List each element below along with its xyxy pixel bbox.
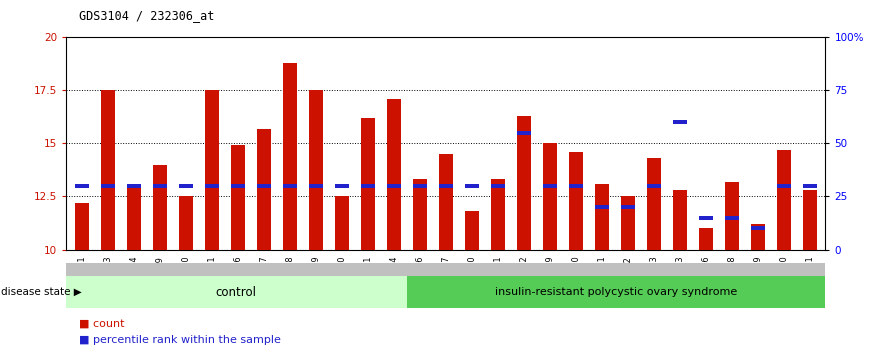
Bar (308, 184, 323, 188)
Bar (777, 150, 791, 250)
Bar (464, 211, 479, 250)
Bar (152, 165, 167, 250)
Text: insulin-resistant polycystic ovary syndrome: insulin-resistant polycystic ovary syndr… (495, 287, 737, 297)
Bar (595, 184, 609, 250)
Bar (803, 184, 817, 188)
Bar (777, 184, 791, 188)
Bar (100, 184, 115, 188)
Bar (283, 184, 297, 188)
Bar (803, 190, 817, 250)
Bar (256, 129, 270, 250)
Bar (256, 184, 270, 188)
Text: GDS3104 / 232306_at: GDS3104 / 232306_at (79, 9, 215, 22)
Bar (127, 184, 141, 188)
Bar (673, 190, 687, 250)
Bar (439, 154, 453, 250)
Bar (204, 184, 218, 188)
Bar (152, 184, 167, 188)
Bar (360, 184, 375, 188)
Bar (75, 203, 89, 250)
Bar (283, 63, 297, 250)
Bar (543, 143, 557, 250)
Bar (621, 196, 635, 250)
Bar (412, 184, 427, 188)
Bar (595, 205, 609, 209)
Bar (491, 184, 505, 188)
Bar (127, 184, 141, 250)
Bar (75, 184, 89, 188)
Bar (335, 196, 349, 250)
Bar (387, 99, 401, 250)
Bar (204, 90, 218, 250)
Bar (725, 216, 739, 219)
Bar (231, 145, 245, 250)
Bar (751, 224, 765, 250)
Bar (308, 90, 323, 250)
Bar (621, 205, 635, 209)
Bar (100, 90, 115, 250)
Bar (751, 227, 765, 230)
Bar (439, 184, 453, 188)
Bar (516, 131, 531, 135)
Bar (335, 184, 349, 188)
Bar (516, 116, 531, 250)
Bar (464, 184, 479, 188)
Bar (568, 184, 583, 188)
Bar (231, 184, 245, 188)
Bar (360, 118, 375, 250)
Text: control: control (216, 286, 256, 298)
Bar (647, 184, 661, 188)
Bar (725, 182, 739, 250)
Bar (179, 184, 193, 188)
Bar (699, 228, 713, 250)
Bar (66, 276, 406, 308)
Bar (543, 184, 557, 188)
Bar (673, 120, 687, 124)
Bar (491, 179, 505, 250)
Text: disease state ▶: disease state ▶ (1, 287, 82, 297)
Bar (699, 216, 713, 219)
Bar (412, 179, 427, 250)
Text: ■ percentile rank within the sample: ■ percentile rank within the sample (79, 335, 281, 345)
Bar (568, 152, 583, 250)
Bar (179, 196, 193, 250)
Bar (406, 276, 825, 308)
Bar (647, 158, 661, 250)
Text: ■ count: ■ count (79, 319, 125, 329)
Bar (387, 184, 401, 188)
